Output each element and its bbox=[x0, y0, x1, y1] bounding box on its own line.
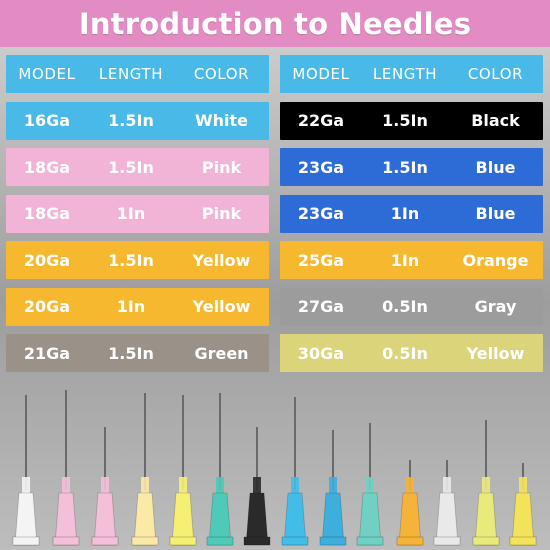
needle-icon bbox=[206, 393, 234, 546]
needle-icon bbox=[12, 395, 40, 546]
model-cell: 18Ga bbox=[23, 204, 71, 223]
table-row: 22Ga 1.5In Black bbox=[280, 101, 543, 140]
color-cell: Pink bbox=[201, 157, 242, 177]
length-cell: 1In bbox=[116, 297, 146, 316]
needle-icon bbox=[243, 427, 271, 546]
table-row: 20Ga 1In Yellow bbox=[6, 287, 269, 326]
title-banner: Introduction to Needles bbox=[0, 0, 550, 47]
color-cell: Blue bbox=[475, 157, 516, 177]
length-cell: 1In bbox=[390, 250, 420, 270]
table-row: 23Ga 1.5In Blue bbox=[280, 148, 543, 186]
header-model: MODEL bbox=[292, 65, 350, 83]
model-cell: 21Ga bbox=[23, 343, 71, 363]
model-cell: 25Ga bbox=[297, 250, 345, 270]
needle-icon bbox=[472, 420, 500, 546]
model-cell: 27Ga bbox=[297, 297, 345, 316]
needle-illustration bbox=[12, 390, 537, 546]
header-color: COLOR bbox=[193, 65, 250, 83]
color-cell: Yellow bbox=[466, 343, 525, 363]
color-cell: Orange bbox=[462, 250, 529, 270]
model-cell: 18Ga bbox=[23, 157, 71, 177]
needle-icon bbox=[319, 430, 347, 546]
table-row: 16Ga 1.5In White bbox=[6, 101, 269, 140]
table-row: 18Ga 1.5In Pink bbox=[6, 148, 269, 186]
needle-icon bbox=[433, 460, 461, 546]
model-cell: 22Ga bbox=[297, 111, 345, 130]
needle-icon bbox=[169, 395, 197, 546]
table-row: 21Ga 1.5In Green bbox=[6, 334, 269, 372]
color-cell: Pink bbox=[201, 204, 242, 223]
needle-icon bbox=[131, 393, 159, 546]
color-cell: Black bbox=[471, 111, 520, 130]
color-cell: Blue bbox=[475, 204, 516, 223]
gauge-table-left: MODEL LENGTH COLOR 16Ga 1.5In White 18Ga 1.5… bbox=[6, 55, 269, 381]
table-row: 27Ga 0.5In Gray bbox=[280, 287, 543, 326]
needle-icon bbox=[356, 423, 384, 546]
length-cell: 1.5In bbox=[382, 111, 428, 130]
header-color: COLOR bbox=[467, 65, 524, 83]
needle-icon bbox=[52, 390, 80, 546]
model-cell: 16Ga bbox=[23, 111, 71, 130]
length-cell: 1.5In bbox=[108, 343, 154, 363]
color-cell: Yellow bbox=[192, 297, 251, 316]
header-model: MODEL bbox=[18, 65, 76, 83]
page-title: Introduction to Needles bbox=[78, 6, 472, 41]
needle-icon bbox=[91, 427, 119, 546]
color-cell: Yellow bbox=[192, 250, 251, 270]
length-cell: 1.5In bbox=[108, 250, 154, 270]
length-cell: 1.5In bbox=[108, 111, 154, 130]
length-cell: 0.5In bbox=[382, 297, 428, 316]
table-header: MODEL LENGTH COLOR bbox=[6, 55, 269, 93]
color-cell: Gray bbox=[474, 297, 517, 316]
gauge-table-right: MODEL LENGTH COLOR 22Ga 1.5In Black 23Ga 1.5… bbox=[280, 55, 543, 381]
length-cell: 1In bbox=[390, 204, 420, 223]
needle-icon bbox=[281, 397, 309, 546]
model-cell: 20Ga bbox=[23, 297, 71, 316]
table-row: 25Ga 1In Orange bbox=[280, 241, 543, 279]
table-row: 18Ga 1In Pink bbox=[6, 194, 269, 233]
table-row: 30Ga 0.5In Yellow bbox=[280, 334, 543, 372]
model-cell: 23Ga bbox=[297, 157, 345, 177]
header-length: LENGTH bbox=[98, 65, 164, 83]
length-cell: 1.5In bbox=[382, 157, 428, 177]
table-row: 23Ga 1In Blue bbox=[280, 194, 543, 233]
model-cell: 23Ga bbox=[297, 204, 345, 223]
length-cell: 1In bbox=[116, 204, 146, 223]
needle-icon bbox=[396, 460, 424, 546]
length-cell: 0.5In bbox=[382, 343, 428, 363]
color-cell: White bbox=[194, 111, 249, 130]
color-cell: Green bbox=[194, 343, 249, 363]
needle-icon bbox=[509, 463, 537, 546]
table-row: 20Ga 1.5In Yellow bbox=[6, 241, 269, 279]
model-cell: 30Ga bbox=[297, 343, 345, 363]
header-length: LENGTH bbox=[372, 65, 438, 83]
length-cell: 1.5In bbox=[108, 157, 154, 177]
model-cell: 20Ga bbox=[23, 250, 71, 270]
table-header: MODEL LENGTH COLOR bbox=[280, 55, 543, 93]
